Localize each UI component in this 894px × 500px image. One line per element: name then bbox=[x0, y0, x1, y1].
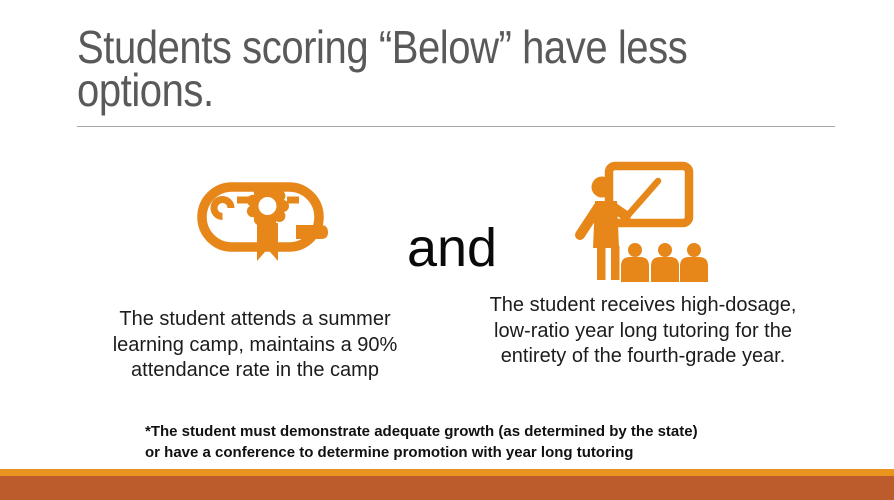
right-item-caption: The student receives high-dosage, low-ra… bbox=[473, 293, 813, 370]
slide-title-line-2: options. bbox=[77, 64, 214, 116]
right-caption-line-1: The student receives high-dosage, bbox=[489, 294, 797, 316]
right-caption-line-3: entirety of the fourth-grade year. bbox=[500, 345, 786, 367]
left-item-caption: The student attends a summer learning ca… bbox=[95, 307, 415, 384]
slide-title-line-1: Students scoring “Below” have less bbox=[77, 21, 688, 73]
teacher-whiteboard-icon bbox=[570, 160, 708, 282]
footnote-line-1: *The student must demonstrate adequate g… bbox=[145, 423, 698, 440]
connector-text: and bbox=[406, 218, 498, 278]
left-caption-line-3: attendance rate in the camp bbox=[131, 359, 379, 381]
left-caption-line-2: learning camp, maintains a 90% bbox=[112, 333, 398, 356]
footnote: *The student must demonstrate adequate g… bbox=[145, 422, 745, 463]
right-caption-line-2: low-ratio year long tutoring for the bbox=[494, 319, 792, 342]
diploma-icon bbox=[195, 175, 335, 285]
left-caption-line-1: The student attends a summer bbox=[119, 308, 391, 330]
bottom-accent-stripe bbox=[0, 469, 894, 476]
title-separator-line bbox=[77, 126, 835, 127]
footnote-line-2: or have a conference to determine promot… bbox=[145, 443, 634, 461]
slide-title: Students scoring “Below” have less optio… bbox=[77, 21, 688, 116]
bottom-accent-bar bbox=[0, 476, 894, 500]
